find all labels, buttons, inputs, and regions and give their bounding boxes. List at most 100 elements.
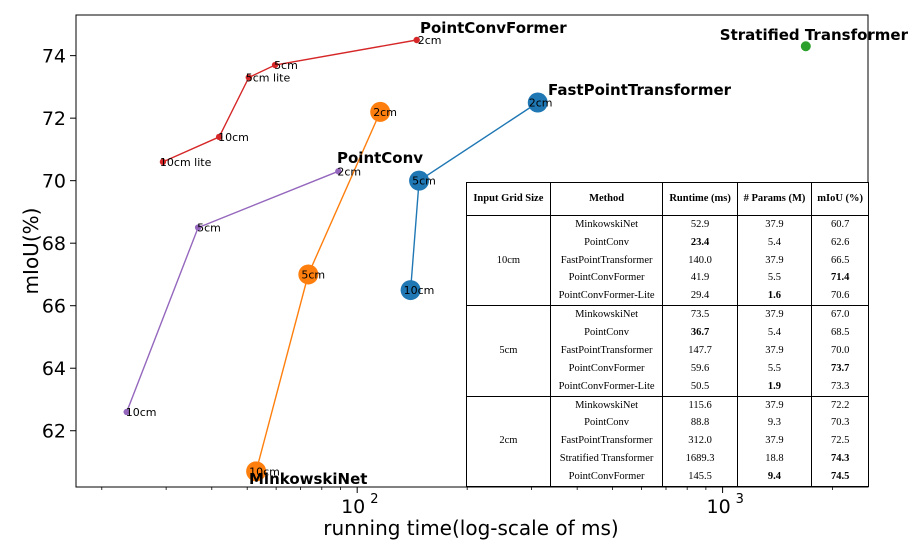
series-line [126,170,339,413]
method-cell: PointConv [549,414,664,433]
point-label: 2cm [529,97,553,110]
results-table: Input Grid Size Method Runtime (ms) # Pa… [466,182,869,488]
table-row: PointConv 36.7 5.4 68.5 [467,324,869,343]
table-body: 10cm MinkowskiNet 52.9 37.9 60.7 PointConv 23.… [466,214,869,488]
header-runtime: Runtime (ms) [662,182,738,216]
miou-cell: 73.7 [811,359,869,378]
params-cell: 9.4 [736,467,813,487]
y-tick-label: 74 [42,46,66,68]
runtime-cell: 23.4 [662,234,738,252]
runtime-cell: 88.8 [662,414,738,433]
method-cell: MinkowskiNet [549,305,664,325]
method-cell: PointConvFormer [549,467,664,487]
table-row: PointConv 23.4 5.4 62.6 [467,234,869,252]
method-cell: PointConvFormer [549,269,664,288]
params-cell: 5.4 [736,324,813,343]
runtime-cell: 115.6 [662,395,738,415]
method-cell: MinkowskiNet [549,215,664,234]
axis-ticks: 62 64 66 68 70 72 74 10 2 10 3 [42,46,833,518]
header-method: Method [549,182,664,216]
series-points [123,36,811,482]
method-cell: MinkowskiNet [549,395,664,415]
point-label: 2cm [337,165,361,178]
runtime-cell: 59.6 [662,359,738,378]
runtime-cell: 147.7 [662,342,738,360]
miou-cell: 72.5 [811,432,869,451]
runtime-cell: 145.5 [662,467,738,487]
miou-cell: 70.6 [811,287,869,306]
point-label: 10cm lite [160,156,212,169]
point-label: 5cm [274,59,298,72]
method-cell: FastPointTransformer [549,432,664,451]
params-cell: 9.3 [736,414,813,433]
point-label: 2cm [418,34,442,47]
table-row: PointConvFormer 59.6 5.5 73.7 [467,359,869,378]
method-cell: FastPointTransformer [549,251,664,270]
x-tick-exponent: 2 [370,492,378,507]
runtime-cell: 29.4 [662,287,738,306]
point-label: 10cm [218,131,249,144]
params-cell: 5.5 [736,269,813,288]
table-row: PointConvFormer-Lite 50.5 1.9 73.3 [467,377,869,397]
series-name-label: PointConvFormer [420,19,567,37]
grid-size-cell: 10cm [466,214,551,306]
point-label: 10cm [126,406,157,419]
y-tick-label: 66 [42,296,66,318]
params-cell: 37.9 [736,305,813,325]
params-cell: 37.9 [736,342,813,360]
method-cell: FastPointTransformer [549,342,664,360]
series-name-label: Stratified Transformer [720,26,909,44]
method-cell: Stratified Transformer [549,450,664,468]
params-cell: 37.9 [736,251,813,270]
runtime-cell: 50.5 [662,377,738,397]
x-tick-label: 10 [706,496,730,518]
y-axis-label: mIoU(%) [19,208,43,295]
header-grid-size: Input Grid Size [466,182,551,216]
params-cell: 5.5 [736,359,813,378]
miou-cell: 74.3 [811,450,869,468]
x-tick-label: 10 [341,496,365,518]
params-cell: 1.6 [736,287,813,306]
header-params: # Params (M) [736,182,813,216]
runtime-cell: 52.9 [662,215,738,234]
table-row: Stratified Transformer 1689.3 18.8 74.3 [467,450,869,468]
runtime-cell: 312.0 [662,432,738,451]
y-tick-label: 72 [42,108,66,130]
miou-cell: 66.5 [811,251,869,270]
table-row: FastPointTransformer 312.0 37.9 72.5 [467,432,869,451]
data-point [245,74,252,81]
data-point [409,170,430,191]
miou-cell: 74.5 [811,467,869,487]
miou-cell: 70.0 [811,342,869,360]
miou-cell: 72.2 [811,395,869,415]
params-cell: 37.9 [736,215,813,234]
data-point [194,224,202,231]
y-tick-label: 70 [42,171,66,193]
header-miou: mIoU (%) [811,182,869,216]
params-cell: 37.9 [736,395,813,415]
data-point [271,61,279,69]
miou-cell: 67.0 [811,305,869,325]
data-point [298,264,319,285]
data-point [800,41,811,52]
data-point [159,158,167,166]
miou-cell: 68.5 [811,324,869,343]
runtime-cell: 73.5 [662,305,738,325]
table-row: FastPointTransformer 140.0 37.9 66.5 [467,251,869,270]
point-label: 10cm [404,284,435,297]
point-label: 5cm lite [246,72,291,85]
method-cell: PointConvFormer [549,359,664,378]
data-point [123,408,130,416]
point-label: 5cm [412,175,436,188]
miou-cell: 73.3 [811,377,869,397]
point-label: 5cm [197,222,221,235]
grid-size-cell: 2cm [466,395,551,488]
runtime-cell: 140.0 [662,251,738,270]
table-row: PointConvFormer-Lite 29.4 1.6 70.6 [467,287,869,306]
table-row: PointConvFormer 145.5 9.4 74.5 [467,467,869,487]
point-label: 5cm [301,268,325,281]
series-name-label: FastPointTransformer [548,81,732,99]
data-point [400,280,421,301]
method-cell: PointConv [549,324,664,343]
